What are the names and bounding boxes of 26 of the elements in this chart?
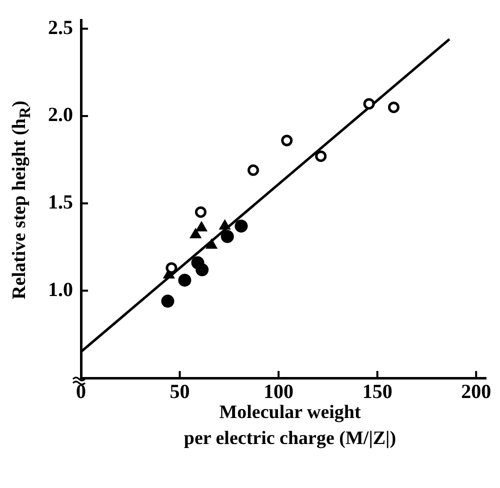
point: [178, 274, 192, 287]
point: [196, 221, 208, 232]
point: [161, 294, 174, 308]
y-tick-label: 2.0: [48, 104, 73, 126]
x-tick-label: 100: [264, 381, 294, 404]
point: [190, 228, 202, 238]
x-tick-label: 150: [362, 381, 392, 404]
x-tick-label: 50: [170, 381, 190, 404]
point: [315, 150, 327, 162]
point: [248, 164, 260, 176]
point: [194, 206, 206, 218]
x-tick-label: 200: [461, 381, 492, 404]
x-tick-label: 0: [76, 381, 86, 404]
point: [234, 220, 248, 233]
point: [166, 262, 178, 274]
point: [219, 220, 231, 230]
point: [363, 98, 375, 110]
y-tick-label: 1.5: [48, 192, 73, 214]
y-tick-label: 2.5: [48, 16, 73, 39]
point: [196, 263, 209, 276]
point: [220, 230, 234, 244]
point: [281, 134, 293, 146]
point: [388, 102, 400, 114]
x-axis-title: Molecular weight per electric charge (M/|Z|): [184, 402, 396, 449]
y-tick-label: 1.0: [48, 278, 73, 301]
point: [206, 238, 218, 249]
